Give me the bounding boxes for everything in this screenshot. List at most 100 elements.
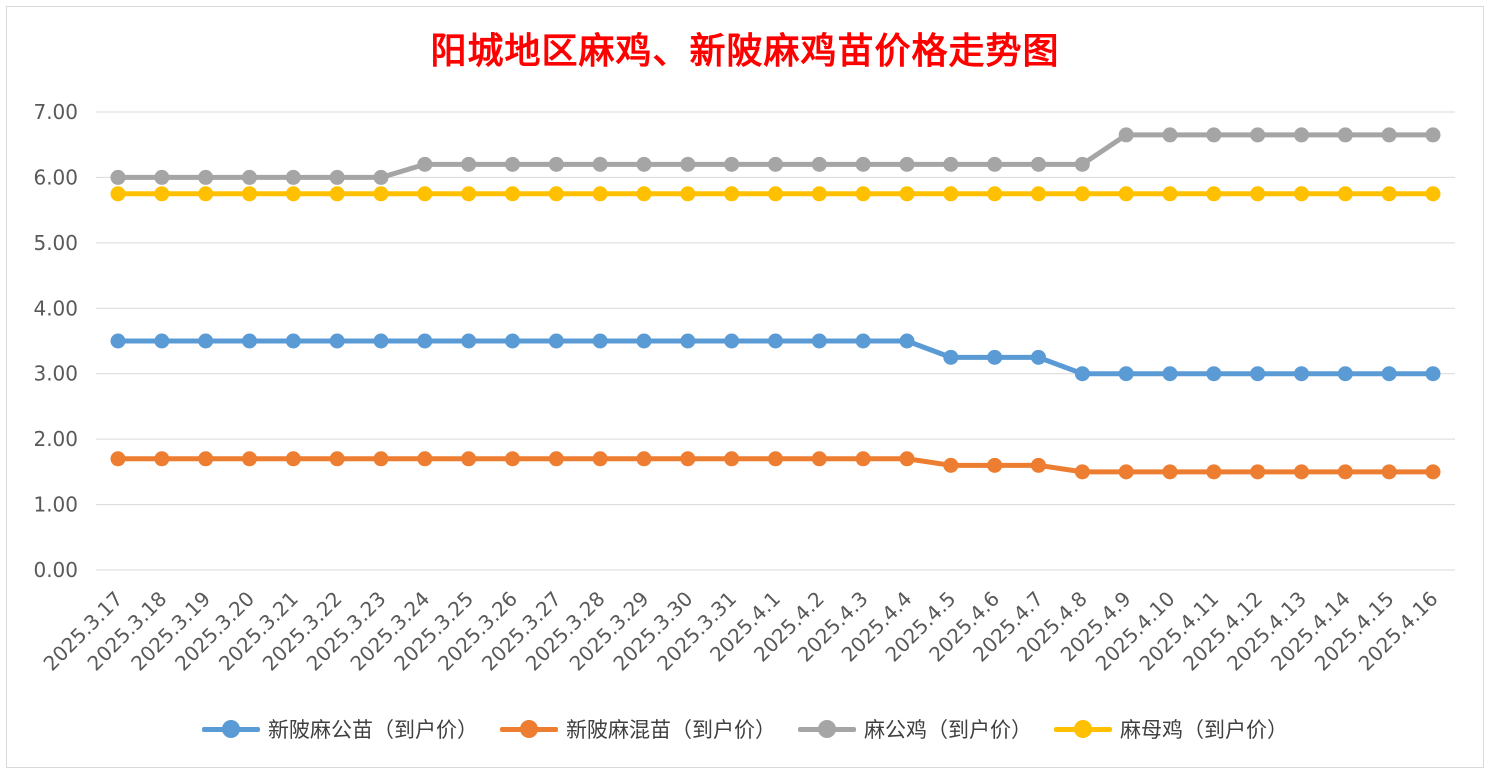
data-point [329, 169, 345, 185]
data-point [1294, 186, 1309, 202]
legend-label: 新陂麻公苗（到户价） [268, 718, 478, 742]
data-point [1294, 464, 1309, 480]
data-point [1162, 366, 1178, 382]
data-point [680, 451, 696, 467]
y-tick-label: 4.00 [33, 296, 78, 320]
data-point [855, 333, 871, 349]
data-point [1162, 127, 1178, 143]
y-tick-label: 1.00 [33, 493, 78, 517]
data-point [110, 186, 126, 202]
data-point [943, 186, 959, 202]
data-point [1206, 186, 1222, 202]
data-point [198, 186, 214, 202]
data-point [811, 451, 827, 467]
data-point [461, 156, 477, 172]
data-point [1250, 127, 1266, 143]
data-point [373, 169, 389, 185]
data-point [417, 333, 433, 349]
data-point [417, 156, 433, 172]
legend: 新陂麻公苗（到户价） 新陂麻混苗（到户价） 麻公鸡（到户价） 麻母鸡（到户价） [0, 712, 1490, 746]
y-tick-label: 5.00 [33, 231, 78, 255]
data-point [1337, 186, 1353, 202]
data-point [461, 451, 477, 467]
data-point [592, 156, 608, 172]
data-point [285, 169, 301, 185]
legend-label: 新陂麻混苗（到户价） [566, 718, 776, 742]
legend-item: 麻母鸡（到户价） [1054, 714, 1288, 744]
data-point [592, 451, 608, 467]
data-point [1074, 366, 1090, 382]
data-point [110, 169, 126, 185]
data-point [987, 156, 1003, 172]
data-point [987, 349, 1003, 365]
data-point [242, 186, 257, 202]
data-point [636, 186, 652, 202]
data-point [1074, 464, 1090, 480]
series-0 [110, 333, 1441, 382]
data-point [110, 451, 126, 467]
data-point [548, 451, 564, 467]
series-1 [110, 451, 1441, 480]
data-point [417, 186, 433, 202]
data-point [1294, 366, 1309, 382]
data-point [811, 156, 827, 172]
data-point [1381, 464, 1397, 480]
data-point [592, 333, 608, 349]
data-point [373, 186, 389, 202]
data-point [329, 186, 345, 202]
data-point [242, 333, 257, 349]
data-point [1381, 186, 1397, 202]
data-point [505, 156, 520, 172]
data-point [285, 333, 301, 349]
data-point [1381, 127, 1397, 143]
data-point [154, 333, 170, 349]
data-point [855, 451, 871, 467]
legend-label: 麻母鸡（到户价） [1120, 718, 1288, 742]
data-point [505, 186, 520, 202]
data-point [855, 186, 871, 202]
data-point [899, 186, 915, 202]
data-point [242, 451, 257, 467]
data-point [1206, 464, 1222, 480]
series-2 [110, 127, 1441, 185]
data-point [285, 186, 301, 202]
data-point [1031, 156, 1046, 172]
legend-marker [798, 719, 856, 739]
data-point [1031, 457, 1046, 473]
data-point [636, 156, 652, 172]
data-point [1425, 127, 1441, 143]
data-point [811, 333, 827, 349]
data-point [1425, 464, 1441, 480]
data-point [1031, 186, 1046, 202]
series-3 [110, 186, 1441, 202]
data-point [1337, 366, 1353, 382]
data-point [505, 451, 520, 467]
data-point [811, 186, 827, 202]
y-tick-label: 2.00 [33, 427, 78, 451]
data-point [1162, 464, 1178, 480]
data-point [1118, 464, 1134, 480]
data-point [768, 186, 783, 202]
legend-marker [202, 719, 260, 739]
data-point [198, 451, 214, 467]
data-point [548, 156, 564, 172]
data-point [329, 333, 345, 349]
data-point [899, 451, 915, 467]
legend-item: 新陂麻公苗（到户价） [202, 714, 478, 744]
data-point [154, 186, 170, 202]
data-point [943, 156, 959, 172]
data-point [461, 333, 477, 349]
legend-marker [1054, 719, 1112, 739]
data-point [1425, 186, 1441, 202]
series-lines [110, 127, 1441, 480]
data-point [198, 169, 214, 185]
data-point [1294, 127, 1309, 143]
data-point [724, 333, 740, 349]
data-point [285, 451, 301, 467]
data-point [1031, 349, 1046, 365]
data-point [724, 451, 740, 467]
data-point [1118, 127, 1134, 143]
y-tick-label: 7.00 [33, 100, 78, 124]
data-point [724, 156, 740, 172]
